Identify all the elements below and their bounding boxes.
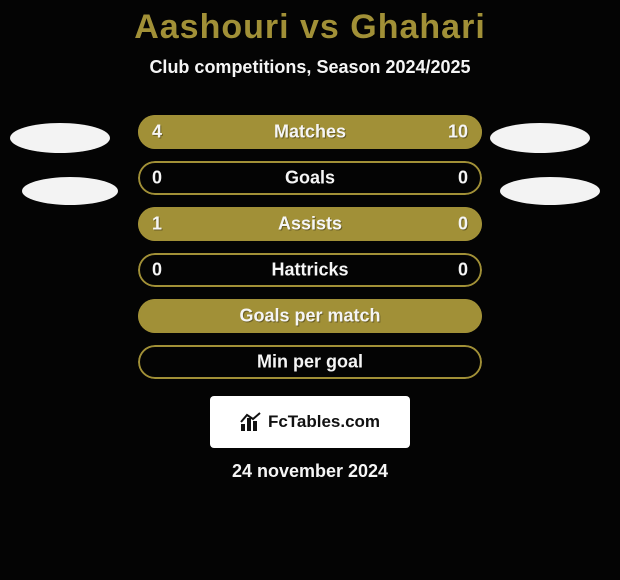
player-left-badge bbox=[10, 123, 110, 153]
logo-box: FcTables.com bbox=[210, 396, 410, 448]
player-right-badge bbox=[490, 123, 590, 153]
bar-left bbox=[138, 207, 406, 241]
bar-left bbox=[138, 115, 236, 149]
subtitle: Club competitions, Season 2024/2025 bbox=[0, 57, 620, 78]
stat-row: Min per goal bbox=[138, 345, 482, 379]
bar-left bbox=[138, 299, 482, 333]
stat-row: Hattricks0 0 bbox=[138, 253, 482, 287]
stat-row: Goals per match bbox=[138, 299, 482, 333]
stat-row: Assists10 bbox=[138, 207, 482, 241]
row-value-left: 0 bbox=[152, 260, 162, 281]
row-border bbox=[138, 345, 482, 379]
stat-rows: Matches410Goals00Assists10Hattricks00Goa… bbox=[138, 115, 482, 391]
comparison-card: Aashouri vs Ghahari Club competitions, S… bbox=[0, 0, 620, 580]
row-label: Hattricks bbox=[138, 260, 482, 281]
row-label: Goals bbox=[138, 168, 482, 189]
row-label: Min per goal bbox=[138, 352, 482, 373]
row-value-left: 0 bbox=[152, 168, 162, 189]
stat-row: Goals0 0 bbox=[138, 161, 482, 195]
player-left-badge-shadow bbox=[22, 177, 118, 205]
row-value-right: 0 bbox=[458, 260, 468, 281]
logo-text: FcTables.com bbox=[268, 412, 380, 432]
bar-right bbox=[406, 207, 482, 241]
bar-right bbox=[236, 115, 482, 149]
stat-row: Matches410 bbox=[138, 115, 482, 149]
page-title: Aashouri vs Ghahari bbox=[0, 0, 620, 47]
row-border bbox=[138, 161, 482, 195]
row-value-right: 0 bbox=[458, 168, 468, 189]
chart-icon bbox=[240, 412, 262, 432]
date-text: 24 november 2024 bbox=[0, 461, 620, 482]
row-border bbox=[138, 253, 482, 287]
player-right-badge-shadow bbox=[500, 177, 600, 205]
